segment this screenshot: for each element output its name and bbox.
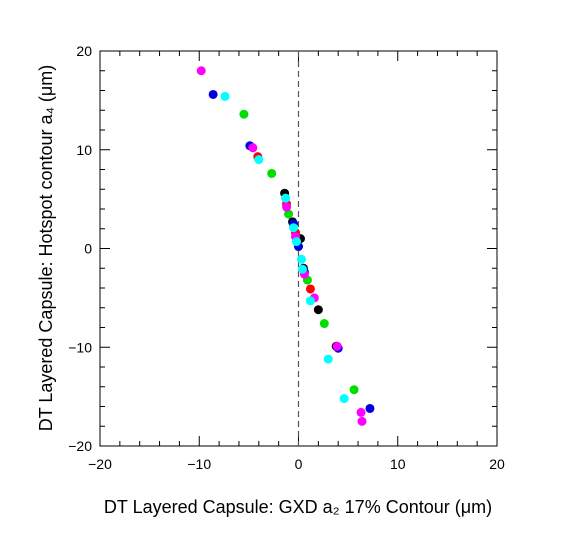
data-point	[305, 296, 315, 306]
y-tick-label: −20	[68, 438, 92, 454]
axis-tick-labels: −20 −10 0 10 20 −20 −10 0 10 20	[68, 43, 505, 472]
data-point	[305, 284, 315, 294]
data-point	[220, 91, 230, 101]
data-point	[292, 237, 302, 247]
x-axis-title: DT Layered Capsule: GXD a₂ 17% Contour (…	[104, 497, 492, 517]
data-point	[196, 66, 206, 76]
data-point	[365, 403, 375, 413]
y-tick-label: 10	[76, 142, 92, 158]
data-point	[297, 264, 307, 274]
data-point	[323, 354, 333, 364]
y-axis-title: DT Layered Capsule: Hotspot contour a₄ (…	[36, 65, 56, 432]
data-point	[208, 89, 218, 99]
x-tick-label: −20	[88, 456, 112, 472]
data-point	[349, 385, 359, 395]
x-tick-label: −10	[187, 456, 211, 472]
x-tick-label: 0	[295, 456, 303, 472]
data-point	[289, 223, 299, 233]
data-point	[313, 305, 323, 315]
data-point	[239, 109, 249, 119]
data-points	[196, 66, 375, 426]
y-tick-label: 20	[76, 43, 92, 59]
data-point	[296, 254, 306, 264]
x-tick-label: 10	[390, 456, 406, 472]
y-tick-label: −10	[68, 339, 92, 355]
data-point	[254, 155, 264, 165]
data-point	[357, 416, 367, 426]
data-point	[319, 319, 329, 329]
data-point	[281, 193, 291, 203]
data-point	[284, 209, 294, 219]
data-point	[339, 394, 349, 404]
data-point	[282, 202, 292, 212]
data-point	[332, 341, 342, 351]
data-point	[356, 407, 366, 417]
x-tick-label: 20	[489, 456, 505, 472]
y-tick-label: 0	[84, 241, 92, 257]
data-point	[248, 143, 258, 153]
data-point	[267, 168, 277, 178]
